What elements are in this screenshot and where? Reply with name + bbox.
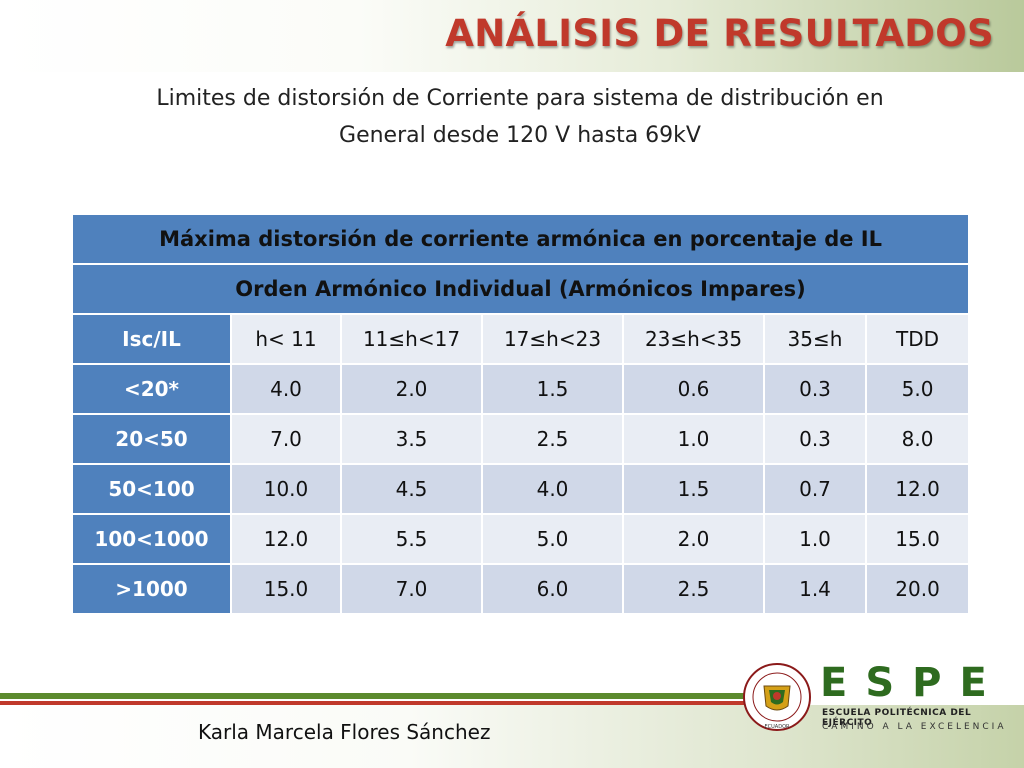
- table-cell: 3.5: [340, 413, 483, 465]
- subtitle-line-2: General desde 120 V hasta 69kV: [339, 123, 701, 148]
- column-header: TDD: [864, 313, 971, 365]
- row-label: >1000: [71, 563, 232, 615]
- table-cell: 1.5: [481, 363, 624, 415]
- table-row: 20<50 7.0 3.5 2.5 1.0 0.3 8.0: [71, 413, 971, 465]
- row-label: 50<100: [71, 463, 232, 515]
- table-cell: 2.5: [622, 563, 765, 615]
- espe-logo-line-1: ESCUELA POLITÉCNICA DEL EJÉRCITO: [822, 708, 972, 728]
- table-cell: 15.0: [230, 563, 342, 615]
- table-cell: 0.6: [622, 363, 765, 415]
- table-cell: 4.0: [481, 463, 624, 515]
- table-cell: 5.5: [340, 513, 483, 565]
- table-cell: 1.5: [622, 463, 765, 515]
- footer-green-stripe: [0, 693, 745, 699]
- row-label: 20<50: [71, 413, 232, 465]
- subtitle-line-1: Limites de distorsión de Corriente para …: [156, 86, 884, 111]
- svg-text:ECUADOR: ECUADOR: [765, 724, 791, 730]
- table-cell: 6.0: [481, 563, 624, 615]
- top-banner: [0, 0, 1024, 72]
- table-row: 100<1000 12.0 5.5 5.0 2.0 1.0 15.0: [71, 513, 971, 565]
- column-header: 35≤h: [763, 313, 867, 365]
- row-label: <20*: [71, 363, 232, 415]
- table-cell: 12.0: [230, 513, 342, 565]
- table-cell: 7.0: [230, 413, 342, 465]
- table-cell: 1.0: [622, 413, 765, 465]
- table-row: 50<100 10.0 4.5 4.0 1.5 0.7 12.0: [71, 463, 971, 515]
- footer-red-stripe: [0, 701, 745, 705]
- footer-banner: [0, 705, 1024, 768]
- column-header: 17≤h<23: [481, 313, 624, 365]
- table-cell: 2.5: [481, 413, 624, 465]
- column-header: h< 11: [230, 313, 342, 365]
- table-cell: 2.0: [622, 513, 765, 565]
- column-header: 11≤h<17: [340, 313, 483, 365]
- table-cell: 2.0: [340, 363, 483, 415]
- table-cell: 8.0: [864, 413, 971, 465]
- table-cell: 1.0: [763, 513, 867, 565]
- espe-seal-icon: ECUADOR: [743, 663, 811, 731]
- column-header: Isc/IL: [71, 313, 232, 365]
- harmonic-distortion-table: Máxima distorsión de corriente armónica …: [70, 213, 971, 615]
- table-cell: 15.0: [864, 513, 971, 565]
- espe-logo-wordmark: ESPE: [820, 660, 1005, 706]
- table-cell: 20.0: [864, 563, 971, 615]
- table-subtitle: Orden Armónico Individual (Armónicos Imp…: [70, 263, 971, 315]
- table-cell: 12.0: [864, 463, 971, 515]
- table-cell: 5.0: [481, 513, 624, 565]
- table-cell: 0.3: [763, 363, 867, 415]
- table-title: Máxima distorsión de corriente armónica …: [70, 213, 971, 265]
- table-cell: 0.7: [763, 463, 867, 515]
- espe-logo-line-2: CAMINO A LA EXCELENCIA: [822, 722, 1007, 732]
- table-row: >1000 15.0 7.0 6.0 2.5 1.4 20.0: [71, 563, 971, 615]
- table-cell: 7.0: [340, 563, 483, 615]
- row-label: 100<1000: [71, 513, 232, 565]
- table-cell: 5.0: [864, 363, 971, 415]
- table-cell: 0.3: [763, 413, 867, 465]
- slide-title: ANÁLISIS DE RESULTADOS: [445, 12, 994, 55]
- author-name: Karla Marcela Flores Sánchez: [198, 720, 491, 744]
- table-row: <20* 4.0 2.0 1.5 0.6 0.3 5.0: [71, 363, 971, 415]
- column-header: 23≤h<35: [622, 313, 765, 365]
- column-header-row: Isc/IL h< 11 11≤h<17 17≤h<23 23≤h<35 35≤…: [71, 313, 971, 365]
- table-cell: 1.4: [763, 563, 867, 615]
- table-cell: 10.0: [230, 463, 342, 515]
- table-cell: 4.0: [230, 363, 342, 415]
- table-cell: 4.5: [340, 463, 483, 515]
- slide-subtitle: Limites de distorsión de Corriente para …: [80, 80, 960, 154]
